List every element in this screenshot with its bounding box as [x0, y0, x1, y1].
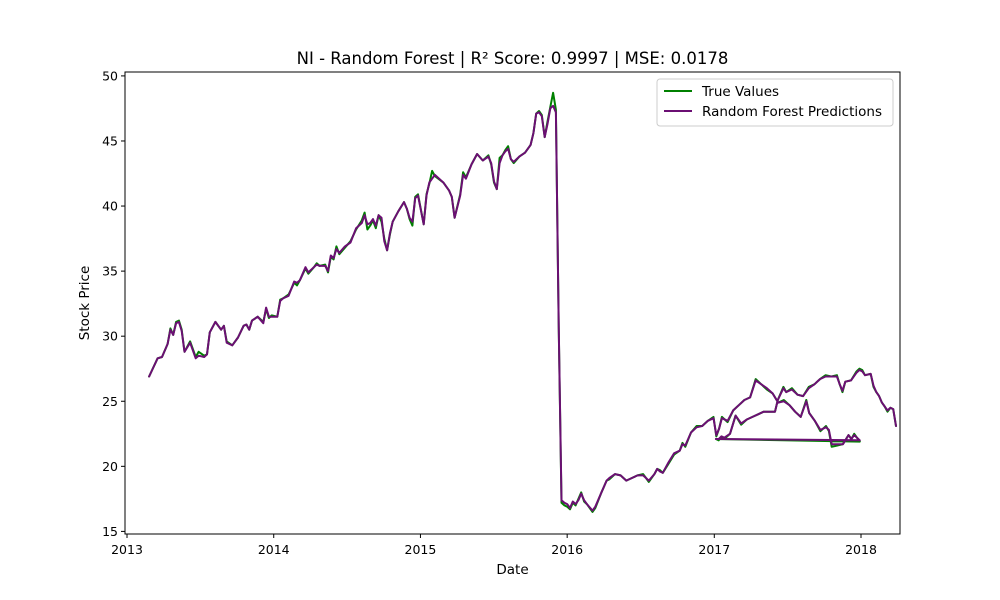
chart-title: NI - Random Forest | R² Score: 0.9997 | … [297, 49, 729, 68]
y-tick-label: 45 [102, 133, 118, 148]
x-tick-label: 2015 [405, 542, 437, 557]
x-tick-label: 2018 [845, 542, 877, 557]
y-axis: 15 20 25 30 35 40 45 50 [102, 68, 125, 539]
y-tick-label: 30 [102, 329, 118, 344]
y-tick-label: 40 [102, 199, 118, 214]
y-tick-label: 20 [102, 459, 118, 474]
legend-box [656, 78, 894, 127]
y-tick-label: 15 [102, 524, 118, 539]
y-tick-label: 25 [102, 394, 118, 409]
x-tick-label: 2014 [258, 542, 290, 557]
plot-lines [148, 91, 897, 513]
x-axis: 2013 2014 2015 2016 2017 2018 [111, 534, 877, 557]
y-tick-label: 50 [102, 68, 118, 83]
legend-label-predictions: Random Forest Predictions [702, 104, 882, 120]
x-tick-label: 2017 [698, 542, 730, 557]
x-tick-label: 2016 [551, 542, 583, 557]
series-line-true-values [148, 91, 897, 513]
legend-label-true-values: True Values [701, 84, 779, 100]
y-axis-label: Stock Price [77, 266, 93, 341]
legend: True Values Random Forest Predictions [656, 78, 894, 127]
x-tick-label: 2013 [111, 542, 143, 557]
y-tick-label: 35 [102, 264, 118, 279]
plot-frame [124, 71, 901, 535]
x-axis-label: Date [496, 562, 528, 578]
series-line-predictions [148, 104, 897, 512]
